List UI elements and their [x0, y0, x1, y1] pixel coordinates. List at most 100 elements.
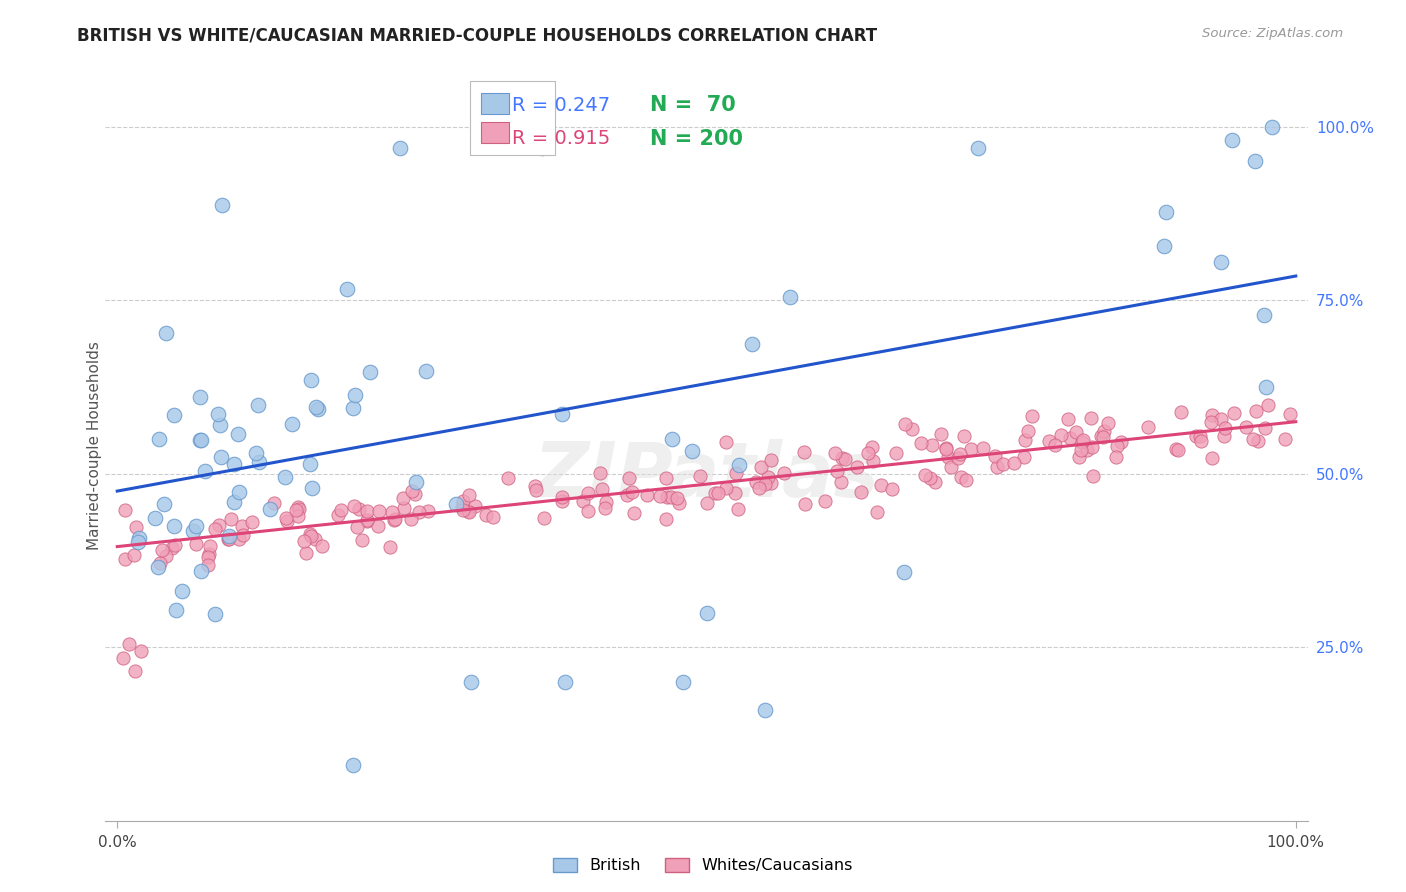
Point	[1081, 469, 1104, 483]
Point	[759, 475, 782, 490]
Point	[882, 482, 904, 496]
Point	[298, 527, 321, 541]
Point	[155, 549, 177, 563]
Point	[1244, 153, 1267, 168]
Point	[524, 483, 547, 497]
Point	[665, 491, 688, 506]
Point	[1050, 428, 1073, 442]
Point	[381, 505, 404, 519]
Point	[984, 449, 1007, 463]
Point	[1167, 442, 1189, 457]
Point	[1199, 415, 1222, 429]
Point	[986, 460, 1008, 475]
Point	[344, 388, 367, 402]
Point	[959, 442, 981, 456]
Point	[148, 560, 170, 574]
Point	[384, 512, 406, 526]
Point	[274, 511, 297, 525]
Point	[330, 502, 353, 516]
Point	[1254, 421, 1277, 435]
Point	[1081, 440, 1104, 454]
Point	[1256, 380, 1278, 394]
Point	[125, 520, 148, 534]
Point	[343, 499, 366, 513]
Point	[1071, 433, 1094, 447]
Point	[572, 493, 595, 508]
Point	[1223, 406, 1246, 420]
Text: BRITISH VS WHITE/CAUCASIAN MARRIED-COUPLE HOUSEHOLDS CORRELATION CHART: BRITISH VS WHITE/CAUCASIAN MARRIED-COUPL…	[77, 27, 877, 45]
Point	[405, 475, 427, 489]
Point	[860, 440, 883, 454]
Point	[1076, 443, 1098, 458]
Point	[301, 482, 323, 496]
Point	[263, 496, 285, 510]
Point	[336, 281, 359, 295]
Point	[276, 514, 298, 528]
Point	[181, 524, 204, 538]
Point	[247, 455, 270, 469]
Point	[165, 603, 187, 617]
Point	[955, 473, 977, 487]
Point	[118, 637, 141, 651]
Point	[446, 497, 468, 511]
Point	[620, 485, 643, 500]
Point	[299, 373, 322, 387]
Point	[856, 446, 879, 460]
Point	[724, 486, 747, 500]
Point	[259, 502, 281, 516]
Point	[1105, 439, 1128, 453]
Point	[399, 512, 422, 526]
Point	[224, 495, 246, 509]
Point	[245, 446, 267, 460]
Point	[1222, 133, 1244, 147]
Point	[749, 459, 772, 474]
Point	[946, 450, 969, 465]
Point	[1153, 239, 1175, 253]
Point	[1069, 450, 1091, 464]
Point	[703, 486, 725, 500]
Point	[1213, 429, 1236, 443]
Point	[1090, 428, 1112, 442]
Point	[209, 450, 232, 464]
Point	[672, 674, 695, 689]
Point	[155, 326, 177, 341]
Point	[197, 558, 219, 572]
Point	[415, 364, 437, 378]
Point	[389, 141, 412, 155]
Legend: British, Whites/Caucasians: British, Whites/Caucasians	[547, 851, 859, 880]
Point	[204, 522, 226, 536]
Text: ZIPatlas: ZIPatlas	[533, 439, 880, 513]
Y-axis label: Married-couple Households: Married-couple Households	[87, 342, 101, 550]
Point	[1201, 408, 1223, 422]
Point	[668, 496, 690, 510]
Point	[346, 520, 368, 534]
Point	[228, 485, 250, 500]
Point	[1137, 420, 1160, 434]
Point	[754, 703, 776, 717]
Point	[650, 489, 672, 503]
Point	[714, 434, 737, 449]
Point	[231, 519, 253, 533]
Point	[1234, 419, 1257, 434]
Point	[1059, 431, 1081, 445]
Legend:    ,    : ,	[470, 81, 554, 154]
Point	[450, 500, 472, 515]
Text: N = 200: N = 200	[650, 128, 742, 149]
Point	[636, 488, 658, 502]
Point	[186, 519, 208, 533]
Point	[1092, 424, 1115, 438]
Point	[342, 758, 364, 772]
Point	[211, 197, 233, 211]
Point	[921, 438, 943, 452]
Point	[773, 466, 796, 480]
Point	[114, 552, 136, 566]
Point	[714, 482, 737, 496]
Point	[153, 498, 176, 512]
Point	[589, 467, 612, 481]
Point	[112, 650, 135, 665]
Point	[197, 547, 219, 561]
Point	[617, 471, 640, 485]
Point	[149, 556, 172, 570]
Point	[356, 514, 378, 528]
Point	[392, 491, 415, 505]
